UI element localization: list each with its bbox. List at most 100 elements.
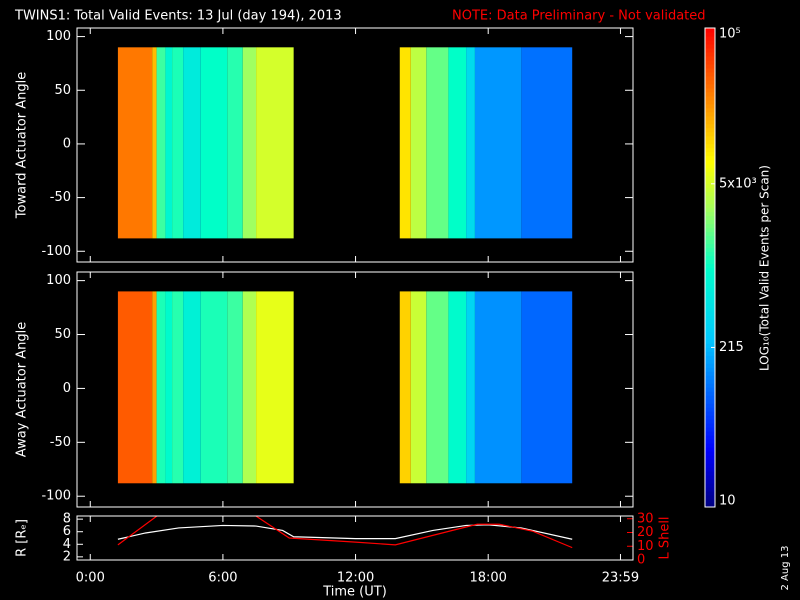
colorbar-step <box>705 415 715 420</box>
colorbar-step <box>705 371 715 376</box>
colorbar-step <box>705 287 715 292</box>
colorbar-step <box>705 431 715 436</box>
colorbar-step <box>705 155 715 161</box>
colorbar-step <box>705 107 715 113</box>
colorbar-step <box>705 499 715 504</box>
plot-frame <box>76 515 634 561</box>
colorbar-step <box>705 131 715 137</box>
heatmap-cell <box>152 291 157 484</box>
colorbar-step <box>705 427 715 432</box>
colorbar-step <box>705 487 715 492</box>
colorbar-step <box>705 219 715 225</box>
colorbar-step <box>705 339 715 344</box>
colorbar-step <box>705 159 715 165</box>
colorbar-step <box>705 379 715 384</box>
plot-frame <box>76 27 634 263</box>
colorbar-step <box>705 203 715 209</box>
heatmap-cell <box>474 291 522 484</box>
x-axis-label: Time (UT) <box>322 585 387 600</box>
colorbar-step <box>705 79 715 85</box>
colorbar-step <box>705 303 715 308</box>
date-stamp: 2 Aug 13 <box>780 546 791 591</box>
colorbar-step <box>705 395 715 400</box>
heatmap-cell <box>200 47 228 239</box>
colorbar-step <box>705 71 715 77</box>
heatmap-cell <box>172 47 184 239</box>
colorbar-step <box>705 435 715 440</box>
y-tick-label: 100 <box>46 29 71 44</box>
colorbar-step <box>705 503 715 508</box>
heatmap-cell <box>117 47 153 239</box>
colorbar-step <box>705 227 715 233</box>
colorbar-step <box>705 335 715 340</box>
y-axis-label: Away Actuator Angle <box>15 322 30 457</box>
colorbar-step <box>705 171 715 177</box>
colorbar-step <box>705 475 715 480</box>
colorbar-tick-label: 10⁵ <box>719 27 741 42</box>
colorbar-step <box>705 419 715 424</box>
colorbar-step <box>705 411 715 416</box>
heatmap-cell <box>426 47 449 239</box>
colorbar-step <box>705 235 715 241</box>
y-tick-label: 8 <box>63 512 71 527</box>
y2-tick-label: 30 <box>637 511 654 526</box>
heatmap-cell <box>183 291 201 484</box>
y-tick-label: -100 <box>41 489 71 504</box>
colorbar-step <box>705 55 715 61</box>
y-tick-label: 50 <box>54 327 71 342</box>
y-tick-label: 100 <box>46 273 71 288</box>
heatmap-cell <box>200 291 228 484</box>
colorbar-step <box>705 343 715 348</box>
colorbar-step <box>705 175 715 181</box>
chart-title: TWINS1: Total Valid Events: 13 Jul (day … <box>14 9 342 24</box>
colorbar-step <box>705 151 715 157</box>
colorbar-step <box>705 199 715 205</box>
colorbar-step <box>705 459 715 464</box>
colorbar-tick-label: 10 <box>719 494 736 509</box>
colorbar-step <box>705 291 715 296</box>
colorbar-step <box>705 319 715 324</box>
colorbar-step <box>705 211 715 217</box>
colorbar-frame <box>704 27 716 508</box>
colorbar-step <box>705 87 715 93</box>
colorbar-step <box>705 95 715 101</box>
colorbar-step <box>705 467 715 472</box>
colorbar-step <box>705 63 715 69</box>
heatmap-cell <box>521 291 573 484</box>
heatmap-cell <box>521 47 573 239</box>
colorbar-step <box>705 195 715 201</box>
colorbar-step <box>705 247 715 253</box>
colorbar-step <box>705 163 715 169</box>
colorbar-step <box>705 239 715 245</box>
heatmap-cell <box>256 47 294 239</box>
colorbar-step <box>705 263 715 268</box>
heatmap-cell <box>117 291 153 484</box>
colorbar-step <box>705 491 715 496</box>
y2-axis-label: L Shell <box>658 516 673 559</box>
heatmap-cell <box>474 47 522 239</box>
colorbar-step <box>705 383 715 388</box>
y-tick-label: 50 <box>54 83 71 98</box>
heatmap-cell <box>256 291 294 484</box>
colorbar-step <box>705 183 715 189</box>
series-line <box>117 516 573 549</box>
colorbar-step <box>705 367 715 372</box>
colorbar-step <box>705 399 715 404</box>
colorbar-step <box>705 143 715 149</box>
heatmap-cell <box>227 47 243 239</box>
colorbar-step <box>705 39 715 45</box>
colorbar-step <box>705 299 715 304</box>
colorbar-step <box>705 355 715 360</box>
colorbar-step <box>705 75 715 81</box>
colorbar-step <box>705 447 715 452</box>
colorbar-step <box>705 147 715 153</box>
colorbar-step <box>705 267 715 272</box>
heatmap-cell <box>227 291 243 484</box>
colorbar-step <box>705 43 715 49</box>
colorbar-step <box>705 51 715 57</box>
colorbar-step <box>705 327 715 332</box>
colorbar-step <box>705 391 715 396</box>
colorbar-step <box>705 279 715 284</box>
heatmap-cell <box>156 291 166 484</box>
colorbar-step <box>705 187 715 193</box>
